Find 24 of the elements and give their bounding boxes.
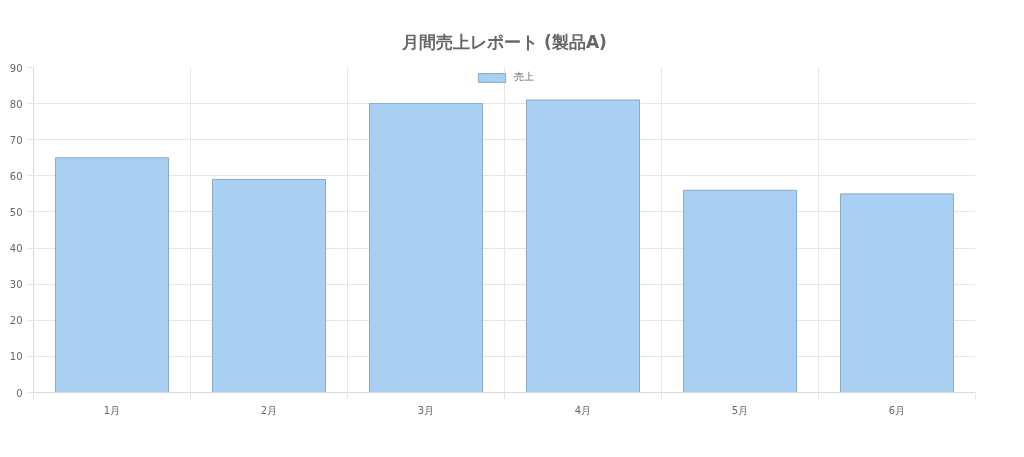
y-tick-label: 10 (9, 351, 23, 363)
chart-title: 月間売上レポート (製品A) (401, 31, 607, 52)
bar (839, 193, 955, 393)
x-tick-label: 6月 (888, 404, 906, 416)
bar (54, 157, 170, 393)
x-tick-label: 2月 (260, 404, 278, 416)
y-tick-label: 30 (9, 279, 23, 291)
y-tick-label: 0 (16, 387, 23, 399)
y-tick-label: 90 (9, 62, 23, 74)
x-tick-label: 5月 (731, 404, 749, 416)
x-tick-label: 1月 (103, 404, 121, 416)
bar (682, 189, 798, 393)
y-tick-label: 20 (9, 315, 23, 327)
x-tick-label: 4月 (574, 404, 592, 416)
legend-label: 売上 (513, 70, 534, 84)
bar (211, 178, 327, 393)
y-tick-label: 60 (9, 170, 23, 182)
x-tick-label: 3月 (417, 404, 435, 416)
y-tick-label: 70 (9, 134, 23, 146)
y-tick-label: 80 (9, 98, 23, 110)
y-tick-label: 40 (9, 243, 23, 255)
bar (368, 103, 484, 393)
bar (525, 99, 641, 393)
y-tick-label: 50 (9, 206, 23, 218)
